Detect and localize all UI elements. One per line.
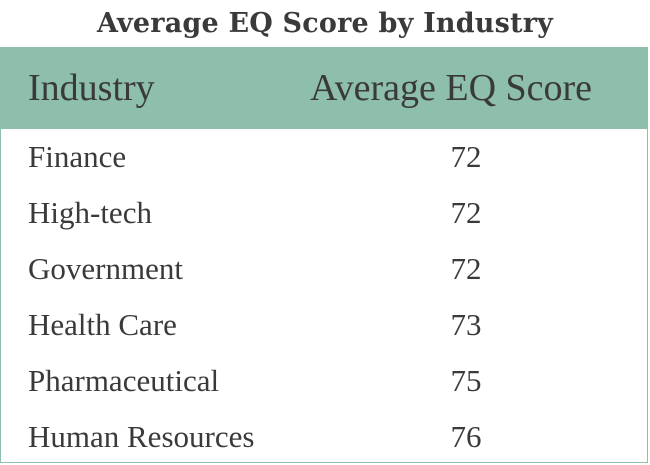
- score-cell: 76: [450, 419, 482, 454]
- score-cell: 72: [450, 195, 482, 230]
- table-row: Finance 72: [1, 129, 647, 185]
- score-cell: 72: [450, 139, 482, 174]
- table-row: Human Resources 76: [1, 409, 647, 465]
- eq-score-table: Industry Average EQ Score Finance 72 Hig…: [0, 47, 648, 463]
- industry-cell: Health Care: [28, 307, 177, 342]
- column-header-industry: Industry: [28, 67, 155, 109]
- table-header: Industry Average EQ Score: [1, 48, 647, 129]
- table-row: Government 72: [1, 241, 647, 297]
- table-title: Average EQ Score by Industry: [96, 8, 554, 39]
- score-cell: 73: [450, 307, 482, 342]
- score-cell: 72: [450, 251, 482, 286]
- table-row: High-tech 72: [1, 185, 647, 241]
- score-cell: 75: [450, 363, 482, 398]
- industry-cell: Human Resources: [28, 419, 255, 454]
- industry-cell: High-tech: [28, 195, 152, 230]
- industry-cell: Pharmaceutical: [28, 363, 220, 398]
- table-row: Pharmaceutical 75: [1, 353, 647, 409]
- industry-cell: Government: [28, 251, 183, 286]
- industry-cell: Finance: [28, 139, 127, 174]
- column-header-score: Average EQ Score: [310, 67, 593, 109]
- table-row: Health Care 73: [1, 297, 647, 353]
